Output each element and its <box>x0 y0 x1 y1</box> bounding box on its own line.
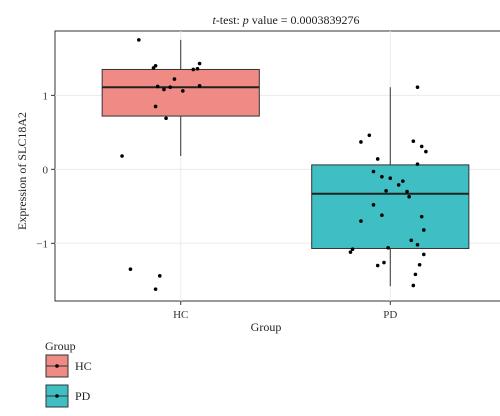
data-point-hc <box>128 267 133 271</box>
data-point-pd <box>350 247 355 252</box>
data-point-pd <box>386 245 390 250</box>
x-tick-label-pd: PD <box>383 309 397 321</box>
data-point-hc <box>155 84 160 89</box>
legend-title: Group <box>45 339 76 353</box>
data-point-pd <box>405 189 409 194</box>
data-point-hc <box>151 66 156 70</box>
data-point-pd <box>424 149 428 154</box>
data-point-pd <box>422 252 426 257</box>
data-point-pd <box>382 260 386 265</box>
data-point-hc <box>120 154 124 158</box>
data-point-pd <box>384 188 388 193</box>
data-point-pd <box>413 272 418 277</box>
data-point-pd <box>409 238 414 243</box>
data-point-pd <box>367 133 372 138</box>
chart-title: t-test: p value = 0.0003839276 <box>212 13 359 27</box>
data-point-hc <box>195 66 200 71</box>
data-point-pd <box>415 242 420 247</box>
data-point-pd <box>422 228 426 232</box>
data-point-pd <box>411 139 416 144</box>
title-middle: -test: <box>216 13 243 27</box>
data-point-pd <box>407 194 411 199</box>
data-point-pd <box>419 214 424 219</box>
data-point-hc <box>162 87 166 92</box>
points-layer <box>120 38 428 291</box>
data-point-pd <box>348 250 353 254</box>
data-point-hc <box>172 77 177 81</box>
x-tick-label-hc: HC <box>173 309 188 321</box>
title-rest: value = 0.0003839276 <box>249 13 360 27</box>
data-point-pd <box>359 140 363 144</box>
x-axis-title: Group <box>251 320 282 334</box>
data-point-hc <box>191 67 196 72</box>
legend-label-pd: PD <box>75 389 91 403</box>
y-tick-label: −1 <box>36 238 48 250</box>
data-point-pd <box>415 85 420 90</box>
plot-panel <box>54 30 500 302</box>
box-hc <box>101 68 260 117</box>
legend-key-point-hc <box>55 364 59 368</box>
data-point-hc <box>164 116 168 121</box>
data-point-pd <box>380 174 384 179</box>
data-point-hc <box>197 61 202 66</box>
y-tick-label: 0 <box>43 164 49 176</box>
data-point-pd <box>371 169 376 174</box>
data-point-hc <box>137 38 141 42</box>
x-axis: HC PD <box>173 301 397 321</box>
title-italic-t: t <box>212 13 216 27</box>
legend: Group HC PD <box>45 339 92 408</box>
data-point-pd <box>401 179 405 183</box>
data-point-hc <box>197 83 202 88</box>
data-point-pd <box>375 263 380 268</box>
data-point-hc <box>157 274 162 278</box>
y-tick-label: 1 <box>43 90 49 102</box>
data-point-pd <box>380 213 384 217</box>
legend-key-point-pd <box>55 394 59 398</box>
data-point-pd <box>388 176 393 181</box>
data-point-hc <box>168 85 173 90</box>
data-point-pd <box>359 219 363 223</box>
data-point-pd <box>419 144 424 149</box>
boxes-layer <box>101 39 470 287</box>
data-point-hc <box>181 89 185 93</box>
y-axis-title: Expression of SLC18A2 <box>15 112 29 230</box>
data-point-pd <box>396 183 401 187</box>
data-point-hc <box>153 287 158 291</box>
data-point-pd <box>411 283 416 288</box>
data-point-pd <box>375 157 380 161</box>
title-italic-p: p <box>242 13 249 27</box>
legend-label-hc: HC <box>75 359 92 373</box>
data-point-pd <box>417 262 422 267</box>
data-point-hc <box>153 104 158 109</box>
data-point-pd <box>415 162 420 166</box>
data-point-pd <box>371 203 376 207</box>
